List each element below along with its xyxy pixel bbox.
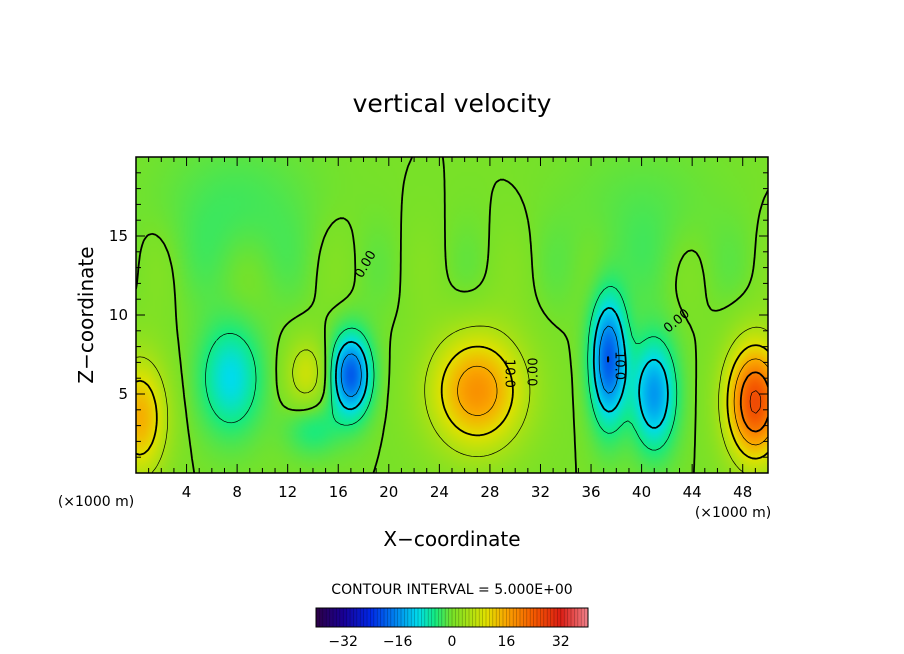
colorbar-tick-label: 16 <box>497 634 515 650</box>
y-tick-label: 5 <box>118 385 128 403</box>
x-axis: 4 8 12 16 20 24 28 32 36 40 44 48 <box>148 157 756 501</box>
x-tick-label: 48 <box>733 483 752 501</box>
x-tick-label: 28 <box>480 483 499 501</box>
x-tick-label: 20 <box>379 483 398 501</box>
contour-level-neg5 <box>205 286 678 451</box>
colorbar-gradient <box>316 608 588 627</box>
x-tick-label: 24 <box>430 483 449 501</box>
x-tick-label: 4 <box>182 483 192 501</box>
contour-level-10 <box>136 344 768 460</box>
y-axis: 5 10 15 <box>109 172 768 458</box>
contour-interval-note: CONTOUR INTERVAL = 5.000E+00 <box>331 582 572 598</box>
x-tick-label: 44 <box>683 483 702 501</box>
x-tick-label: 8 <box>232 483 242 501</box>
contour-label: 10.0 <box>501 359 516 388</box>
colorbar: −32 −16 0 16 32 <box>315 607 589 650</box>
x-tick-label: 16 <box>329 483 348 501</box>
contour-label: 0.00 <box>527 357 542 386</box>
y-tick-label: 15 <box>109 227 128 245</box>
contour-lines <box>136 157 768 473</box>
colorbar-ticks: −32 −16 0 16 32 <box>328 634 569 650</box>
x-axis-label: X−coordinate <box>383 527 520 551</box>
x-unit-right: (×1000 m) <box>695 505 771 521</box>
y-tick-label: 10 <box>109 306 128 324</box>
colorbar-frame <box>315 607 589 628</box>
contour-level-20 <box>739 371 768 433</box>
x-tick-label: 32 <box>531 483 550 501</box>
y-axis-label: Z−coordinate <box>74 246 98 383</box>
contour-level-5 <box>136 325 768 473</box>
colorbar-cells <box>319 608 585 627</box>
colorbar-tick-label: 32 <box>552 634 570 650</box>
chart-title: vertical velocity <box>353 89 552 118</box>
contour-level-neg15 <box>340 325 620 398</box>
colorbar-tick-label: 0 <box>448 634 457 650</box>
colorbar-tick-label: −16 <box>383 634 413 650</box>
x-unit-left: (×1000 m) <box>58 494 134 510</box>
colorbar-tick-label: −32 <box>328 634 358 650</box>
contour-level-0 <box>136 157 768 473</box>
contour-level-neg10 <box>335 307 669 429</box>
contour-label: 10.0 <box>611 351 626 380</box>
x-tick-label: 12 <box>278 483 297 501</box>
x-tick-label: 36 <box>581 483 600 501</box>
x-tick-label: 40 <box>632 483 651 501</box>
